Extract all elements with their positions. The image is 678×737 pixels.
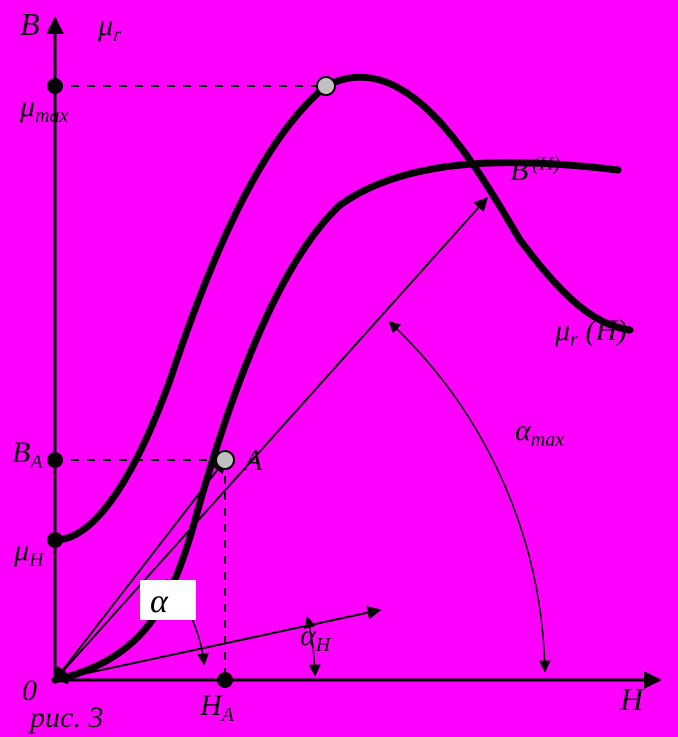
dot-mu-h: [47, 532, 63, 548]
label-mu_r_H: μr (H): [554, 314, 627, 351]
caption: рис. 3: [28, 701, 103, 734]
dot-peak: [317, 77, 335, 95]
label-A: A: [242, 444, 263, 477]
label-H: H: [619, 681, 645, 717]
alpha-label-box: [140, 580, 196, 620]
dot-a: [216, 451, 234, 469]
dot-ba: [47, 452, 63, 468]
label-B: B: [20, 6, 40, 42]
dot-mu-max: [47, 78, 63, 94]
label-alpha: α: [150, 583, 169, 620]
dot-ha: [217, 672, 233, 688]
